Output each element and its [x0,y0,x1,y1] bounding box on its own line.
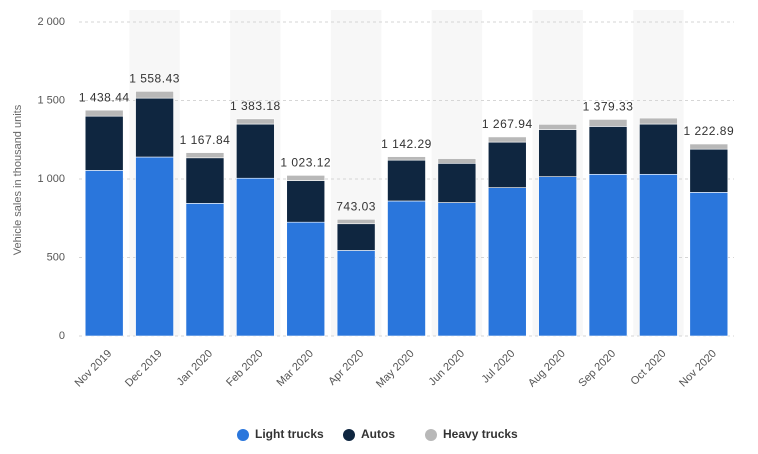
bar-segment [135,91,174,99]
legend-item: Heavy trucks [425,427,518,441]
legend-swatch [237,429,249,441]
total-label: 1 438.44 [79,90,130,104]
bar-segment [538,129,577,177]
bar-segment [387,159,426,202]
bar-segment [135,156,174,337]
bar-segment [135,97,174,158]
bar-segment [639,173,678,337]
bar-segment [487,187,527,337]
bar-segment [286,180,326,223]
total-label: 1 142.29 [381,137,432,151]
bar-segment [336,223,376,251]
bar-segment [387,156,426,161]
y-tick-label: 2 000 [37,16,65,28]
bar-segment [689,192,729,337]
x-tick-label: Nov 2019 [73,348,115,390]
x-tick-label: Nov 2020 [677,348,719,390]
total-label: 1 383.18 [230,99,281,113]
y-tick-label: 500 [47,251,65,263]
bar-segment [236,177,275,337]
total-label: 1 379.33 [583,100,634,114]
x-tick-label: Mar 2020 [275,348,316,389]
total-label: 1 023.12 [280,156,331,170]
bar-segment [437,158,477,164]
x-tick-label: Jul 2020 [480,348,518,386]
total-label: 1 558.43 [129,71,180,85]
x-tick-label: Oct 2020 [629,348,669,388]
legend-label: Light trucks [255,427,324,441]
bar-segment [689,148,729,193]
bar-segment [84,170,124,337]
bar-segment [336,219,376,225]
x-tick-label: May 2020 [374,348,417,391]
bar-segment [387,200,426,337]
bar-segment [236,118,275,125]
bar-segment [538,176,577,337]
bar-segment [286,221,326,337]
bar-segment [437,202,477,337]
bar-segment [185,152,225,159]
x-tick-label: Jan 2020 [175,348,215,388]
bar-segment [84,115,124,171]
legend-item: Autos [343,427,395,441]
bar-segment [487,141,527,188]
bar-segment [639,123,678,175]
bar-segment [336,250,376,337]
bar-segment [639,117,678,125]
bar-segment [437,163,477,203]
bar-segment [185,203,225,337]
legend-swatch [343,429,355,441]
x-tick-label: Aug 2020 [526,348,568,390]
x-tick-label: Feb 2020 [224,348,265,389]
bar-segment [588,126,628,175]
x-tick-label: Sep 2020 [576,348,618,390]
legend-label: Heavy trucks [443,427,518,441]
bar-segment [185,157,225,204]
bar-segment [236,123,275,179]
x-tick-label: Jun 2020 [427,348,467,388]
x-tick-label: Dec 2019 [123,348,165,390]
bar-segment [588,119,628,127]
y-tick-label: 0 [59,330,65,342]
bar-segment [538,124,577,130]
legend-label: Autos [361,427,395,441]
bar-segment [487,136,527,143]
total-label: 743.03 [336,200,376,214]
bar-segment [286,175,326,181]
y-tick-label: 1 000 [37,173,65,185]
legend-swatch [425,429,437,441]
total-label: 1 267.94 [482,117,533,131]
y-tick-label: 1 500 [37,94,65,106]
legend-item: Light trucks [237,427,324,441]
x-tick-label: Apr 2020 [326,348,366,388]
bar-segment [84,109,124,117]
bar-segment [689,143,729,150]
total-label: 1 167.84 [180,133,231,147]
bar-segment [588,173,628,337]
total-label: 1 222.89 [683,124,734,138]
y-axis-label: Vehicle sales in thousand units [12,104,24,255]
